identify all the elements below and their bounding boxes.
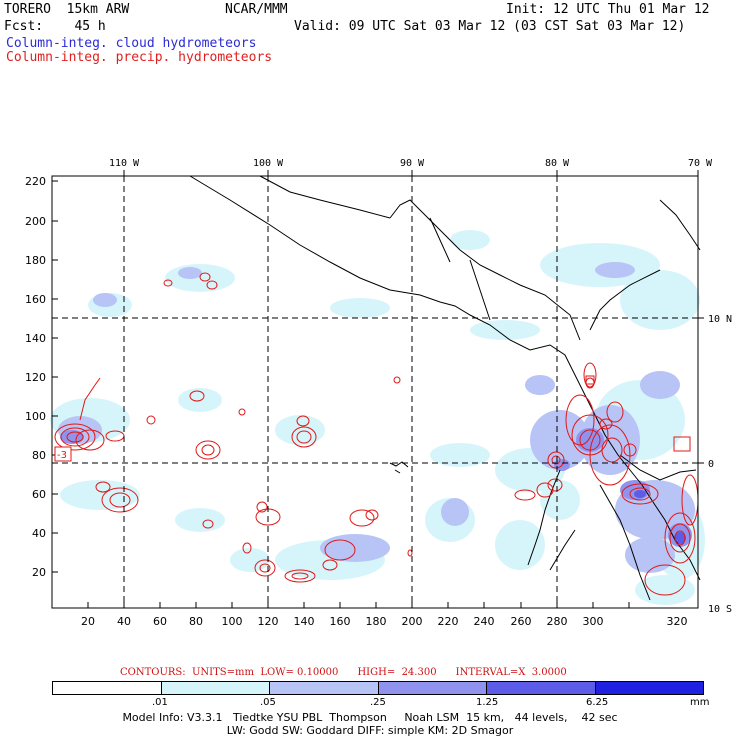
contour-info: CONTOURS: UNITS=mm LOW= 0.10000 HIGH= 24… xyxy=(120,667,567,678)
x-tick-label: 220 xyxy=(438,615,459,628)
y-tick-label: 60 xyxy=(32,488,46,501)
frame-ticks xyxy=(52,180,630,608)
legend-swatch xyxy=(270,682,379,694)
valid-time: Valid: 09 UTC Sat 03 Mar 12 (03 CST Sat … xyxy=(294,19,686,34)
legend-units: mm xyxy=(690,697,710,708)
left-tick-labels: 220 200 180 160 140 120 100 80 60 40 20 xyxy=(25,175,46,579)
center-label: NCAR/MMM xyxy=(225,2,288,17)
top-lon-ticks xyxy=(123,170,704,464)
bottom-tick-labels: 20 40 60 80 100 120 140 160 180 200 220 … xyxy=(81,615,688,628)
x-tick-label: 280 xyxy=(547,615,568,628)
cloud-shading xyxy=(50,230,705,605)
x-tick-label: 100 xyxy=(222,615,243,628)
lon-label: 80 W xyxy=(545,158,570,169)
x-tick-label: 240 xyxy=(474,615,495,628)
x-tick-label: 300 xyxy=(583,615,604,628)
model-title: TORERO 15km ARW xyxy=(4,2,130,17)
y-tick-label: 140 xyxy=(25,332,46,345)
x-tick-label: 140 xyxy=(294,615,315,628)
legend-swatch xyxy=(53,682,162,694)
top-lon-labels: 110 W 100 W 90 W 80 W 70 W xyxy=(109,158,713,169)
x-tick-label: 260 xyxy=(511,615,532,628)
y-tick-label: 40 xyxy=(32,527,46,540)
lat-label: 10 N xyxy=(708,314,732,325)
legend-label: .01 xyxy=(152,697,168,708)
legend-label: 1.25 xyxy=(476,697,499,708)
x-tick-label: 180 xyxy=(366,615,387,628)
y-tick-label: 180 xyxy=(25,254,46,267)
lon-label: 100 W xyxy=(253,158,284,169)
lon-label: 70 W xyxy=(688,158,713,169)
lat-label: 10 S xyxy=(708,604,732,615)
y-tick-label: 100 xyxy=(25,410,46,423)
legend-swatch xyxy=(378,682,487,694)
legend-swatch xyxy=(161,682,270,694)
legend-label: .25 xyxy=(370,697,386,708)
model-info-line1: Model Info: V3.3.1 Tiedtke YSU PBL Thomp… xyxy=(122,711,618,724)
high-marker-box xyxy=(54,446,72,462)
high-marker-box-right xyxy=(673,436,691,452)
y-tick-label: 120 xyxy=(25,371,46,384)
x-tick-label: 200 xyxy=(402,615,423,628)
legend-swatch xyxy=(595,682,703,694)
y-tick-label: 220 xyxy=(25,175,46,188)
lon-label: 110 W xyxy=(109,158,140,169)
init-time: Init: 12 UTC Thu 01 Mar 12 xyxy=(506,2,710,17)
coastlines xyxy=(189,175,701,601)
x-tick-label: 80 xyxy=(189,615,203,628)
lon-label: 90 W xyxy=(400,158,425,169)
y-tick-label: 20 xyxy=(32,566,46,579)
legend-label: 6.25 xyxy=(586,697,609,708)
high-marker-label: -3 xyxy=(57,450,67,461)
x-tick-label: 40 xyxy=(117,615,131,628)
field-cloud-label: Column-integ. cloud hydrometeors xyxy=(6,36,257,51)
x-tick-label: 20 xyxy=(81,615,95,628)
y-tick-label: 160 xyxy=(25,293,46,306)
high-marker-box-small xyxy=(585,375,595,385)
latlon-grid xyxy=(52,176,698,608)
x-tick-label: 320 xyxy=(667,615,688,628)
model-info-line2: LW: Godd SW: Goddard DIFF: simple KM: 2D… xyxy=(226,724,514,737)
y-tick-label: 80 xyxy=(32,449,46,462)
y-tick-label: 200 xyxy=(25,215,46,228)
lat-label: 0 xyxy=(708,459,714,470)
field-precip-label: Column-integ. precip. hydrometeors xyxy=(6,50,273,65)
color-legend xyxy=(52,681,704,695)
legend-label: .05 xyxy=(260,697,276,708)
x-tick-label: 120 xyxy=(258,615,279,628)
forecast-hour: Fcst: 45 h xyxy=(4,19,106,34)
legend-swatch xyxy=(487,682,596,694)
right-lat-labels: 10 N 0 10 S xyxy=(708,314,732,615)
x-tick-label: 160 xyxy=(330,615,351,628)
x-tick-label: 60 xyxy=(153,615,167,628)
plot-frame xyxy=(51,175,699,609)
